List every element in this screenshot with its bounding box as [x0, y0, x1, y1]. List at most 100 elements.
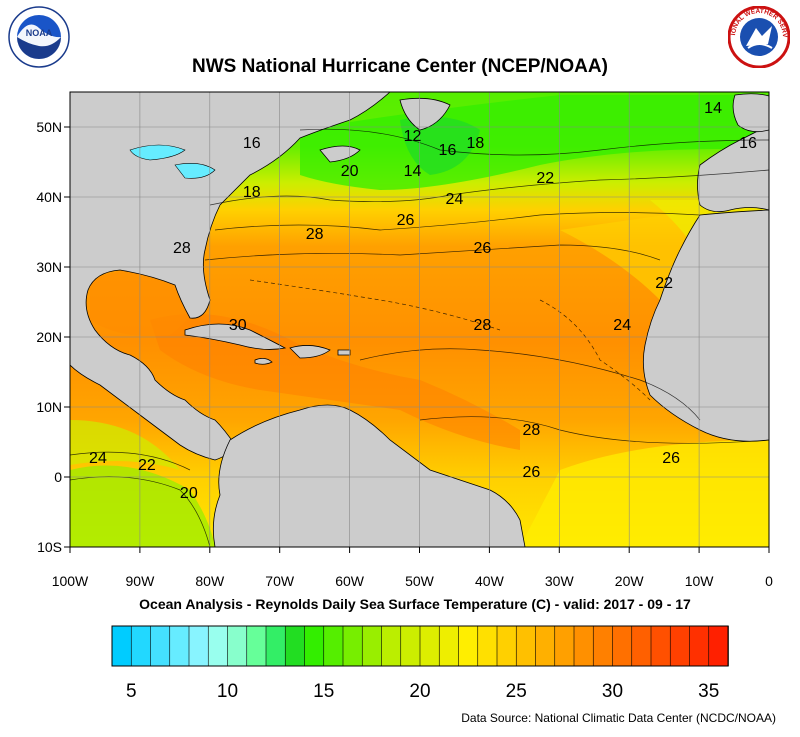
- lon-tick-label: 60W: [335, 573, 365, 589]
- lon-tick-label: 30W: [545, 573, 575, 589]
- lon-tick-label: 70W: [265, 573, 295, 589]
- contour-line: [299, 128, 769, 156]
- color-bar-label: 30: [602, 681, 623, 702]
- contour-label: 22: [536, 170, 554, 187]
- color-bar-cell: [689, 625, 710, 667]
- lon-tick-label: 20W: [615, 573, 645, 589]
- color-bar-cell: [130, 625, 152, 667]
- map-subtitle: Ocean Analysis - Reynolds Daily Sea Surf…: [139, 596, 691, 612]
- color-bar-label: 10: [217, 681, 238, 702]
- lat-tick-label: 50N: [36, 119, 62, 135]
- land-jamaica: [254, 358, 273, 365]
- contour-label: 16: [439, 142, 457, 159]
- contour-label: 22: [655, 275, 673, 292]
- color-bar-label: 20: [409, 681, 430, 702]
- contour-line: [419, 416, 769, 444]
- north-cool-band: [300, 95, 769, 190]
- lat-tick-label: 40N: [36, 189, 62, 205]
- color-bar-cell: [535, 625, 556, 667]
- contour-label: 28: [474, 317, 492, 334]
- contour-label: 24: [89, 450, 107, 467]
- contour-label: 14: [704, 100, 722, 117]
- land-south-america: [212, 404, 526, 547]
- color-bar-cell: [612, 625, 633, 667]
- contour-line: [70, 451, 191, 471]
- contour-label: 16: [243, 135, 261, 152]
- lon-tick-label: 50W: [405, 573, 435, 589]
- land-newfoundland: [399, 97, 451, 131]
- contour-label: 24: [613, 317, 631, 334]
- nws-logo-icon: NATIONAL WEATHER SERVICE: [726, 1, 791, 69]
- contour-label: 14: [404, 163, 422, 180]
- cool-band-eastern: [560, 200, 769, 400]
- lon-tick-label: 0: [765, 573, 773, 589]
- contour-label: 18: [467, 135, 485, 152]
- contour-label: 28: [306, 226, 324, 243]
- lat-tick-label: 10N: [36, 399, 62, 415]
- color-bar-cell: [323, 625, 344, 667]
- color-bar-cell: [265, 625, 287, 667]
- southern-yellow: [520, 440, 769, 547]
- color-bar-cell: [304, 625, 325, 667]
- color-bar-cell: [554, 625, 575, 667]
- lon-tick-label: 100W: [52, 573, 89, 589]
- color-bar-label: 25: [506, 681, 527, 702]
- color-bar-frame: [111, 625, 729, 667]
- contour-line: [249, 279, 501, 331]
- contour-label: 26: [662, 450, 680, 467]
- labrador-cold: [190, 92, 250, 112]
- color-bar-cell: [207, 625, 229, 667]
- warm-pool-caribbean: [150, 313, 520, 450]
- pacific-green: [70, 465, 215, 547]
- lon-tick-label: 40W: [475, 573, 505, 589]
- land-puerto-rico: [337, 349, 351, 356]
- noaa-logo-icon: NOAA: [8, 6, 70, 68]
- color-bar-cell: [650, 625, 672, 667]
- warm-pool-gulf: [90, 268, 201, 336]
- cool-band-eastern-2: [650, 200, 769, 300]
- color-bar-cell: [342, 625, 364, 667]
- contour-label: 28: [173, 240, 191, 257]
- land-africa: [642, 209, 769, 442]
- contour-label: 16: [739, 135, 757, 152]
- contour-label: 24: [446, 191, 464, 208]
- contour-label: 26: [397, 212, 415, 229]
- data-source: Data Source: National Climatic Data Cent…: [461, 711, 776, 725]
- lat-tick-label: 20N: [36, 329, 62, 345]
- contour-line: [204, 244, 661, 261]
- ocean-field: [70, 92, 769, 547]
- contour-line: [539, 299, 651, 401]
- color-bar-cell: [400, 625, 421, 667]
- contour-label: 22: [138, 457, 156, 474]
- color-bar-cell: [246, 625, 267, 667]
- contour-label: 20: [341, 163, 359, 180]
- contour-label: 12: [404, 128, 422, 145]
- color-bar-cell: [227, 625, 248, 667]
- color-bar-cell: [458, 625, 479, 667]
- color-bar-cell: [477, 625, 498, 667]
- contour-label: 26: [474, 240, 492, 257]
- land-british-isles: [732, 93, 769, 133]
- color-bar-cell: [708, 625, 729, 667]
- contour-line: [359, 348, 701, 421]
- contour-line: [214, 212, 701, 231]
- lon-tick-label: 90W: [126, 573, 156, 589]
- north-cold-patch: [400, 116, 480, 175]
- noaa-logo-text: NOAA: [26, 28, 53, 38]
- land-north-america: [70, 92, 391, 461]
- land-hispaniola: [289, 345, 331, 359]
- color-bar-cell: [361, 625, 383, 667]
- color-bar-label: 35: [698, 681, 719, 702]
- color-bar-cell: [284, 625, 306, 667]
- lon-tick-label: 10W: [685, 573, 715, 589]
- land-cuba: [184, 323, 287, 350]
- color-bar-label: 5: [126, 681, 137, 702]
- lon-tick-label: 80W: [195, 573, 225, 589]
- contour-label: 30: [229, 317, 247, 334]
- contour-line: [209, 169, 769, 206]
- color-bar-cell: [150, 625, 171, 667]
- color-bar-cell: [438, 625, 460, 667]
- color-bar-cell: [111, 625, 133, 667]
